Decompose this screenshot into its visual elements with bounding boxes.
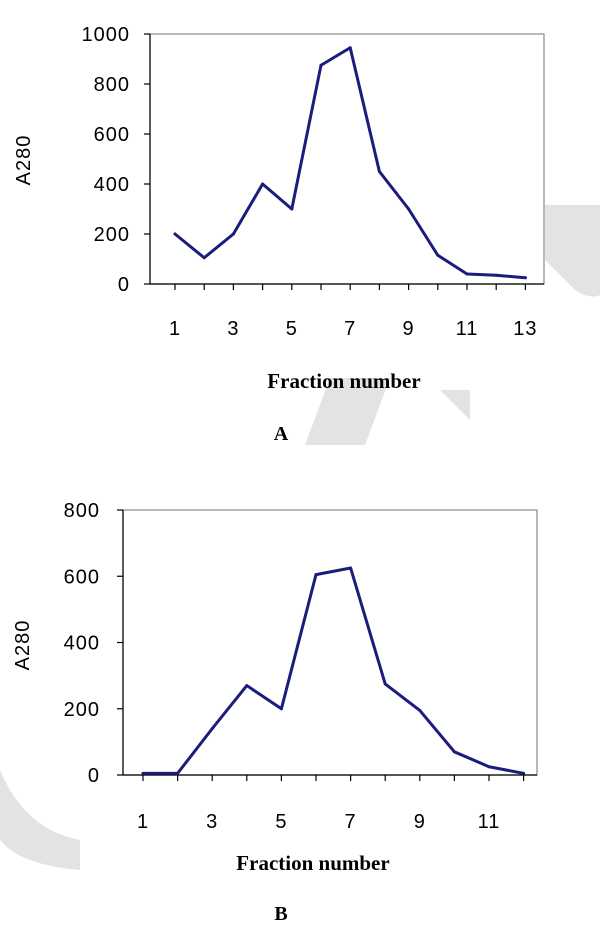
data-point	[418, 708, 422, 712]
x-tick-label: 11	[478, 811, 501, 833]
x-tick-label: 13	[513, 318, 537, 340]
data-point	[210, 727, 214, 731]
x-tick-label: 9	[414, 811, 426, 833]
data-point	[279, 707, 283, 711]
x-tick-label: 1	[137, 811, 149, 833]
chart-b-ylabel: A280	[12, 620, 34, 671]
data-point	[141, 771, 145, 775]
data-point	[436, 253, 440, 257]
data-point	[231, 232, 235, 236]
y-tick-label: 200	[64, 699, 100, 721]
chart-a-ylabel: A280	[13, 135, 35, 186]
chart-b-plot-area	[122, 509, 538, 776]
x-tick-label: 9	[403, 318, 415, 340]
x-tick-label: 11	[456, 318, 479, 340]
data-point	[176, 771, 180, 775]
x-tick-label: 1	[169, 318, 181, 340]
chart-a-panel-label: A	[274, 423, 289, 445]
chart-b-x-ticks: 1 3 5 7 9 11	[137, 775, 525, 833]
x-tick-label: 5	[286, 318, 298, 340]
data-point	[348, 46, 352, 50]
data-point	[452, 750, 456, 754]
y-tick-label: 600	[94, 124, 130, 146]
y-tick-label: 600	[64, 566, 100, 588]
data-point	[522, 771, 526, 775]
data-point	[494, 273, 498, 277]
data-point	[290, 207, 294, 211]
x-tick-label: 7	[344, 318, 356, 340]
chart-b-xlabel: Fraction number	[236, 851, 389, 875]
chart-a-y-ticks: 0 200 400 600 800 1000	[82, 24, 150, 296]
data-point	[314, 573, 318, 577]
y-tick-label: 400	[64, 633, 100, 655]
chart-b-series	[141, 566, 526, 775]
data-point	[261, 182, 265, 186]
data-point	[407, 207, 411, 211]
data-point	[383, 682, 387, 686]
watermark	[0, 205, 600, 870]
data-point	[245, 684, 249, 688]
x-tick-label: 7	[345, 811, 357, 833]
x-tick-label: 5	[275, 811, 287, 833]
x-tick-label: 3	[227, 318, 239, 340]
chart-b: 0 200 400 600 800 1 3 5 7 9 11 A280 Fraction numb…	[12, 500, 538, 925]
chart-b-y-ticks: 0 200 400 600 800	[64, 500, 123, 787]
chart-a-xlabel: Fraction number	[267, 369, 420, 393]
chart-a-x-ticks: 1 3 5 7 9 11 13	[169, 284, 537, 340]
data-point	[173, 232, 177, 236]
chart-a-plot-area	[149, 33, 545, 285]
data-point	[202, 256, 206, 260]
chart-a-series	[173, 46, 527, 280]
y-tick-label: 800	[64, 500, 100, 522]
data-point	[523, 276, 527, 280]
y-tick-label: 200	[94, 224, 130, 246]
data-point	[377, 170, 381, 173]
data-point	[349, 566, 353, 570]
y-tick-label: 400	[94, 174, 130, 196]
chart-b-panel-label: B	[274, 903, 287, 925]
y-tick-label: 0	[118, 274, 130, 296]
y-tick-label: 0	[88, 765, 100, 787]
data-point	[487, 765, 491, 769]
y-tick-label: 1000	[82, 24, 131, 46]
y-tick-label: 800	[94, 74, 130, 96]
data-point	[465, 272, 469, 276]
x-tick-label: 3	[206, 811, 218, 833]
series-line	[141, 566, 526, 775]
data-point	[319, 63, 323, 67]
